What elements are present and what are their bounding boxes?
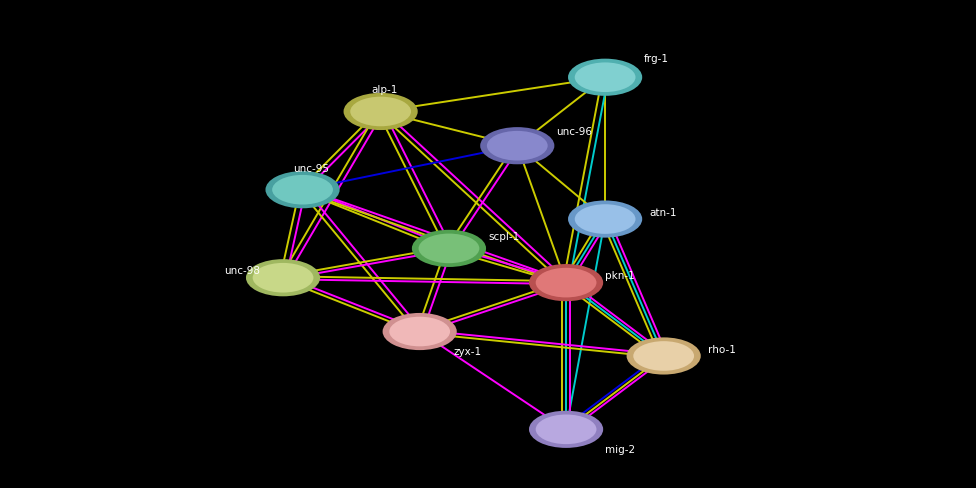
Text: unc-98: unc-98 — [224, 266, 261, 276]
Circle shape — [632, 341, 695, 372]
Text: pkn-1: pkn-1 — [605, 271, 634, 281]
Text: rho-1: rho-1 — [708, 344, 736, 354]
Circle shape — [252, 263, 314, 294]
Circle shape — [535, 267, 597, 299]
Text: atn-1: atn-1 — [649, 207, 676, 217]
Text: frg-1: frg-1 — [644, 54, 670, 63]
Circle shape — [529, 264, 603, 302]
Circle shape — [412, 230, 486, 267]
Text: unc-95: unc-95 — [293, 163, 329, 173]
Circle shape — [529, 411, 603, 448]
Circle shape — [535, 414, 597, 445]
Circle shape — [344, 94, 418, 131]
Text: mig-2: mig-2 — [605, 444, 635, 454]
Circle shape — [388, 316, 451, 347]
Text: zyx-1: zyx-1 — [454, 346, 482, 356]
Circle shape — [574, 204, 636, 235]
Circle shape — [627, 338, 701, 375]
Circle shape — [568, 60, 642, 97]
Circle shape — [383, 313, 457, 350]
Circle shape — [568, 201, 642, 238]
Circle shape — [574, 62, 636, 94]
Circle shape — [480, 128, 554, 165]
Circle shape — [271, 175, 334, 206]
Circle shape — [418, 233, 480, 264]
Circle shape — [486, 131, 549, 162]
Text: scpl-1: scpl-1 — [488, 232, 519, 242]
Text: alp-1: alp-1 — [371, 85, 397, 95]
Circle shape — [349, 97, 412, 128]
Circle shape — [246, 260, 320, 297]
Circle shape — [265, 172, 340, 209]
Text: unc-96: unc-96 — [556, 127, 592, 137]
